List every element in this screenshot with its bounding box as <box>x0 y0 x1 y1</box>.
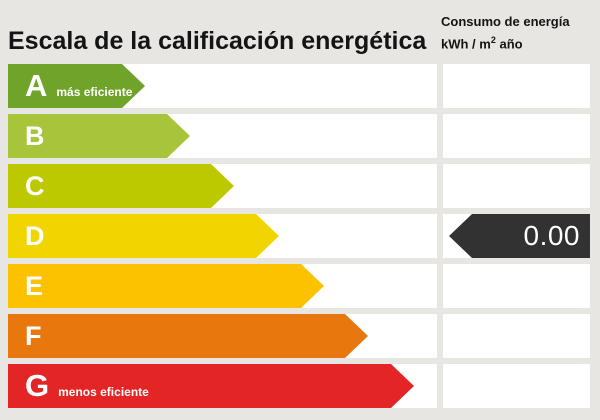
scale-row-g: G menos eficiente <box>8 364 590 408</box>
consumption-value-cell <box>443 314 590 358</box>
rating-letter: C <box>25 171 45 201</box>
rating-bar-cell: C <box>8 164 437 208</box>
rating-letter: E <box>25 271 44 301</box>
rating-scale: A más eficiente B C <box>8 64 590 408</box>
superscript-2: 2 <box>490 35 496 45</box>
rating-arrow-bar: C <box>8 164 234 208</box>
rating-letter: B <box>25 121 45 151</box>
rating-bar-cell: D <box>8 214 437 258</box>
scale-row-b: B <box>8 114 590 158</box>
rating-arrow-bar: B <box>8 114 190 158</box>
rating-letter: D <box>25 221 45 251</box>
consumption-header-line1: Consumo de energía <box>441 14 570 29</box>
scale-row-c: C <box>8 164 590 208</box>
consumption-header-line2: kWh / m2 año <box>441 35 523 52</box>
consumption-value-cell <box>443 114 590 158</box>
rating-letter: F <box>25 321 42 351</box>
consumption-value-cell <box>443 364 590 408</box>
rating-bar-cell: B <box>8 114 437 158</box>
consumption-column-header: Consumo de energía kWh / m2 año <box>441 13 596 53</box>
consumption-value-cell: 0.00 <box>443 214 590 258</box>
rating-letter: A <box>25 68 48 103</box>
consumption-value-cell <box>443 64 590 108</box>
rating-bar-cell: G menos eficiente <box>8 364 437 408</box>
scale-row-e: E <box>8 264 590 308</box>
rating-arrow-bar: G menos eficiente <box>8 364 414 408</box>
rating-arrow-bar: A más eficiente <box>8 64 145 108</box>
scale-row-d: D 0.00 <box>8 214 590 258</box>
rating-arrow-bar: D <box>8 214 279 258</box>
page-title: Escala de la calificación energética <box>8 27 427 55</box>
rating-arrow-bar: E <box>8 264 324 308</box>
rating-bar-cell: A más eficiente <box>8 64 437 108</box>
efficiency-note: menos eficiente <box>58 385 149 399</box>
rating-arrow-bar: F <box>8 314 368 358</box>
efficiency-note: más eficiente <box>56 85 133 99</box>
consumption-value-cell <box>443 164 590 208</box>
scale-row-f: F <box>8 314 590 358</box>
consumption-value-cell <box>443 264 590 308</box>
rating-letter: G <box>25 368 50 403</box>
consumption-indicator-arrow: 0.00 <box>449 214 590 258</box>
rating-bar-cell: F <box>8 314 437 358</box>
consumption-value: 0.00 <box>523 220 580 251</box>
rating-bar-cell: E <box>8 264 437 308</box>
scale-row-a: A más eficiente <box>8 64 590 108</box>
